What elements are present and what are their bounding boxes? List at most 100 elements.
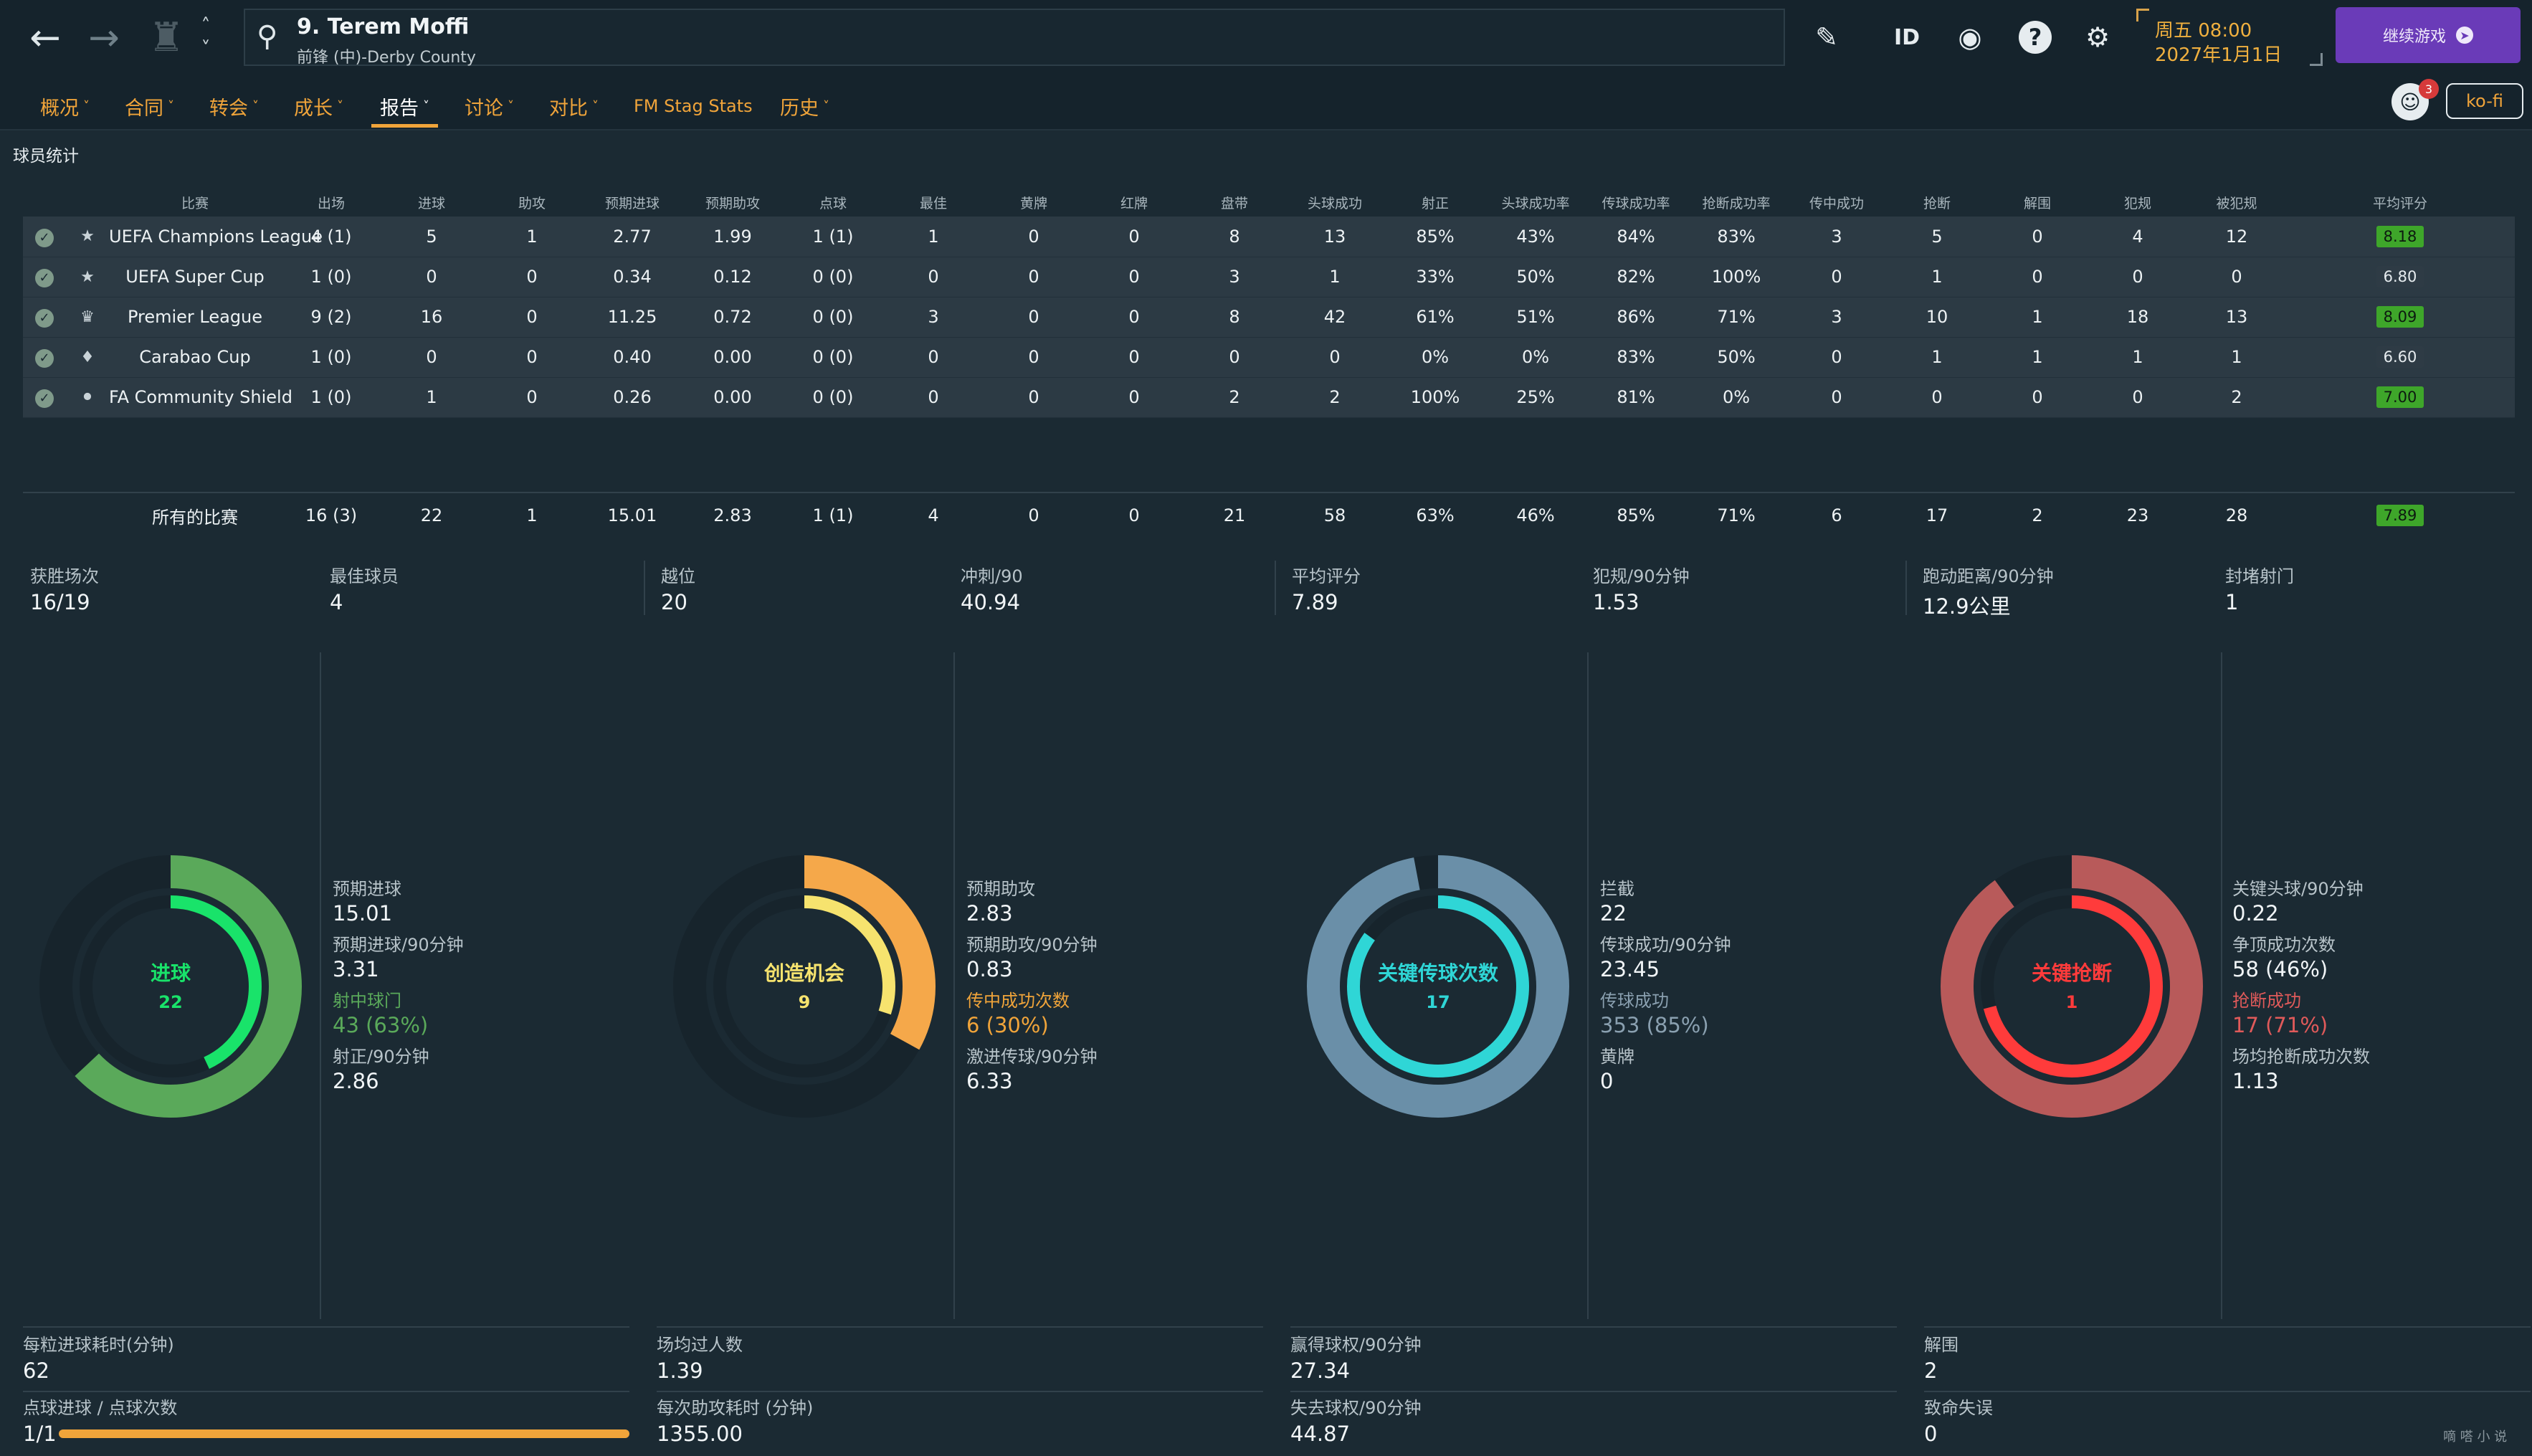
tab-compare[interactable]: 对比 ˅ — [549, 97, 599, 120]
table-row[interactable]: ✓ ★ UEFA Super Cup 1 (0) 0 0 0.34 0.12 0 (0) 0 0 0 3… — [23, 257, 2515, 297]
player-switcher[interactable]: ˄ ˅ — [201, 15, 211, 60]
competition-name[interactable]: FA Community Shield — [109, 387, 292, 407]
bottom-stat: 每次助攻耗时 (分钟) 1355.00 — [657, 1394, 813, 1446]
table-cell: 13 — [2225, 307, 2248, 327]
table-cell: 0.34 — [613, 267, 652, 287]
competition-name[interactable]: UEFA Super Cup — [125, 267, 265, 287]
table-cell: 0 — [526, 267, 538, 287]
tab-contract[interactable]: 合同 ˅ — [125, 97, 174, 120]
side-stat-label: 预期进球/90分钟 — [333, 935, 464, 955]
tab-history[interactable]: 历史 ˅ — [780, 97, 829, 120]
table-cell: 0 (0) — [812, 267, 854, 287]
column-header[interactable]: 进球 — [417, 195, 445, 211]
column-header[interactable]: 预期助攻 — [705, 195, 760, 211]
help-icon[interactable]: ? — [2019, 21, 2052, 54]
table-cell: 51% — [1516, 307, 1555, 327]
column-header[interactable]: 预期进球 — [604, 195, 660, 211]
column-header[interactable]: 头球成功 — [1307, 195, 1362, 211]
tab-transfer[interactable]: 转会 ˅ — [209, 97, 259, 120]
column-header[interactable]: 黄牌 — [1019, 195, 1047, 211]
column-header[interactable]: 红牌 — [1120, 195, 1148, 211]
column-header[interactable]: 被犯规 — [2216, 195, 2257, 211]
table-cell: 1 — [2032, 347, 2043, 367]
kofi-button[interactable]: ko-fi — [2446, 83, 2523, 119]
tab-overview[interactable]: 概况 ˅ — [40, 97, 90, 120]
column-header[interactable]: 点球 — [819, 195, 847, 211]
table-cell: 5 — [426, 226, 437, 247]
column-header[interactable]: 平均评分 — [2372, 195, 2427, 211]
column-header[interactable]: 射正 — [1421, 195, 1449, 211]
tab-reports[interactable]: 报告 ˅ — [371, 87, 438, 128]
table-cell: 71% — [1717, 307, 1756, 327]
total-cell: 21 — [1223, 505, 1246, 525]
total-cell: 28 — [2225, 505, 2248, 525]
side-stat: 传球成功/90分钟 23.45 — [1600, 931, 1731, 981]
competition-logo-icon: ★ — [80, 227, 95, 246]
continue-game-button[interactable]: 继续游戏 ➤ — [2336, 7, 2521, 63]
side-stat: 场均抢断成功次数 1.13 — [2232, 1042, 2370, 1093]
tab-discussion[interactable]: 讨论 ˅ — [465, 97, 514, 120]
column-header[interactable]: 传球成功率 — [1601, 195, 1670, 211]
column-header[interactable]: 助攻 — [518, 195, 546, 211]
id-button[interactable]: ID — [1893, 24, 1921, 50]
table-cell: 0.26 — [613, 387, 652, 407]
column-header[interactable]: 出场 — [317, 195, 345, 211]
club-crest-icon: ♜ — [148, 14, 185, 61]
competition-name[interactable]: Premier League — [127, 307, 263, 327]
tab-development[interactable]: 成长 ˅ — [294, 97, 343, 120]
table-cell: 18 — [2126, 307, 2149, 327]
table-row[interactable]: ✓ ♛ Premier League 9 (2) 16 0 11.25 0.72 0 (0) 3 0… — [23, 297, 2515, 337]
competition-name[interactable]: UEFA Champions League — [109, 226, 323, 247]
globe-icon[interactable]: ◉ — [1958, 22, 1982, 53]
side-stat: 射正/90分钟 2.86 — [333, 1042, 429, 1093]
player-position-club: 前锋 (中)-Derby County — [297, 49, 476, 67]
bottom-stat-value: 0 — [1924, 1422, 1938, 1446]
table-cell: 43% — [1516, 226, 1555, 247]
side-stat: 预期进球/90分钟 3.31 — [333, 931, 464, 981]
column-header[interactable]: 抢断 — [1923, 195, 1951, 211]
donut-center-label: 创造机会 9 — [718, 958, 890, 1012]
bottom-stat-value: 1/1 — [23, 1422, 57, 1446]
bottom-stat-label: 赢得球权/90分钟 — [1290, 1335, 1422, 1355]
side-stat: 预期助攻 2.83 — [966, 875, 1035, 926]
edit-pencil-icon[interactable]: ✎ — [1815, 22, 1838, 53]
tab-fm-stag-stats[interactable]: FM Stag Stats — [634, 96, 753, 116]
column-header[interactable]: 抢断成功率 — [1702, 195, 1771, 211]
forward-arrow-icon[interactable]: → — [88, 16, 120, 60]
table-cell: 0 — [1028, 267, 1039, 287]
search-box[interactable]: ⚲ 9. Terem Moffi 前锋 (中)-Derby County — [244, 9, 1785, 67]
side-stat-value: 0.22 — [2232, 901, 2279, 926]
column-header[interactable]: 头球成功率 — [1501, 195, 1570, 211]
table-cell: 1 — [2132, 347, 2143, 367]
bottom-stat: 致命失误 0 — [1924, 1394, 1993, 1446]
table-row[interactable]: ✓ ♦ Carabao Cup 1 (0) 0 0 0.40 0.00 0 (0) 0 0 0 0 0 0%… — [23, 337, 2515, 377]
back-arrow-icon[interactable]: ← — [29, 16, 61, 60]
total-cell: 4 — [928, 505, 939, 525]
side-stat: 黄牌 0 — [1600, 1042, 1634, 1093]
table-cell: 0 — [1229, 347, 1240, 367]
rating-badge: 8.09 — [2376, 306, 2424, 328]
side-stat-value: 17 (71%) — [2232, 1013, 2328, 1037]
table-row[interactable]: ✓ ⚫ FA Community Shield 1 (0) 1 0 0.26 0.00 0 (0… — [23, 377, 2515, 417]
divider — [23, 1326, 629, 1328]
column-header[interactable]: 最佳 — [919, 195, 947, 211]
settings-gear-icon[interactable]: ⚙ — [2085, 22, 2110, 53]
column-header[interactable]: 犯规 — [2123, 195, 2151, 211]
column-header[interactable]: 传中成功 — [1809, 195, 1864, 211]
table-row[interactable]: ✓ ★ UEFA Champions League 4 (1) 5 1 2.77 1.99 1 … — [23, 217, 2515, 257]
donut-center-label: 进球 22 — [85, 958, 257, 1012]
column-header[interactable]: 解围 — [2023, 195, 2051, 211]
competition-logo-icon: ⚫ — [80, 388, 95, 406]
competition-logo-icon: ♦ — [80, 348, 95, 366]
side-stat-value: 2.86 — [333, 1069, 379, 1093]
side-stat-label: 激进传球/90分钟 — [966, 1047, 1098, 1067]
table-cell: 0 — [526, 347, 538, 367]
summary-stat: 跑动距离/90分钟 12.9公里 — [1923, 562, 2054, 620]
side-stat: 传球成功 353 (85%) — [1600, 986, 1709, 1037]
column-header[interactable]: 盘带 — [1220, 195, 1248, 211]
side-stat-label: 拦截 — [1600, 879, 1634, 899]
column-header[interactable]: 比赛 — [181, 195, 209, 211]
competition-name[interactable]: Carabao Cup — [139, 347, 251, 367]
summary-label: 最佳球员 — [330, 566, 399, 586]
table-cell: 0 — [1831, 267, 1842, 287]
